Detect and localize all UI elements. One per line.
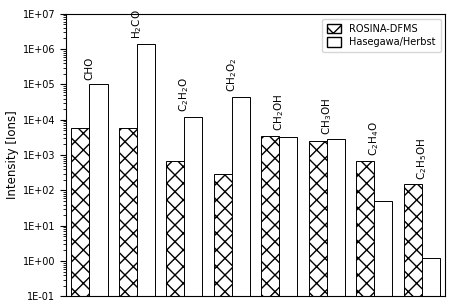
- Bar: [89, 84, 107, 308]
- Bar: [327, 139, 345, 308]
- Text: H$_2$CO: H$_2$CO: [130, 10, 144, 39]
- Bar: [422, 258, 440, 308]
- Bar: [309, 141, 327, 308]
- Bar: [404, 184, 422, 308]
- Bar: [166, 160, 184, 308]
- Bar: [261, 136, 279, 308]
- Bar: [279, 137, 297, 308]
- Y-axis label: Intensity [Ions]: Intensity [Ions]: [5, 111, 18, 200]
- Bar: [214, 174, 232, 308]
- Bar: [137, 44, 155, 308]
- Text: CH$_2$OH: CH$_2$OH: [272, 94, 286, 131]
- Text: CH$_3$OH: CH$_3$OH: [320, 98, 334, 135]
- Legend: ROSINA-DFMS, Hasegawa/Herbst: ROSINA-DFMS, Hasegawa/Herbst: [322, 19, 441, 52]
- Text: C$_2$H$_5$OH: C$_2$H$_5$OH: [415, 138, 428, 180]
- Bar: [374, 201, 392, 308]
- Text: CHO: CHO: [84, 56, 95, 80]
- Bar: [71, 128, 89, 308]
- Bar: [356, 160, 374, 308]
- Text: C$_2$H$_2$O: C$_2$H$_2$O: [178, 78, 191, 112]
- Bar: [232, 97, 250, 308]
- Text: CH$_2$O$_2$: CH$_2$O$_2$: [225, 58, 239, 92]
- Bar: [184, 117, 202, 308]
- Bar: [119, 128, 137, 308]
- Text: C$_2$H$_4$O: C$_2$H$_4$O: [368, 121, 381, 156]
